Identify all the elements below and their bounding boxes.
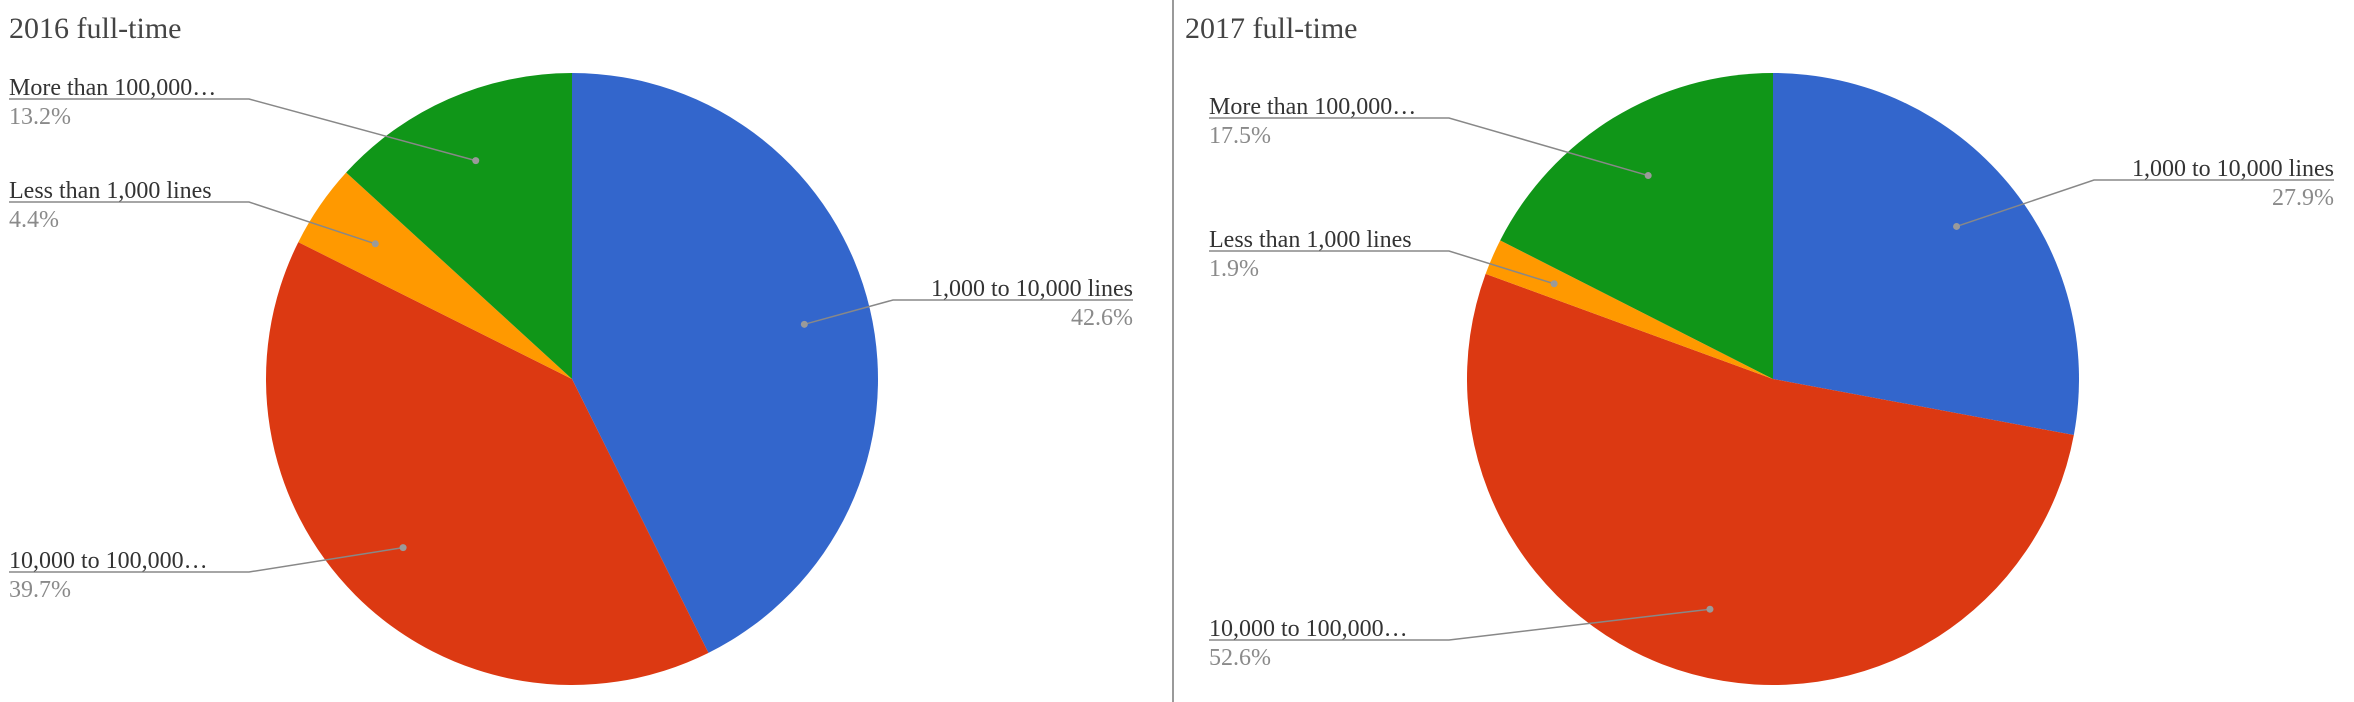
leader-line <box>9 98 476 162</box>
pie-labels: 1,000 to 10,000 lines 42.6% 10,000 to 100,… <box>9 75 1133 603</box>
pie-chart-2016: 2016 full-time 1,000 to 10,000 lines 42.6… <box>0 0 1170 702</box>
pie-svg: 1,000 to 10,000 lines 42.6% 10,000 to 100,… <box>9 73 1133 685</box>
slice-value: 1.9% <box>1209 256 1259 282</box>
leader-dot <box>800 320 808 328</box>
slice-label: Less than 1,000 lines <box>1209 227 1412 253</box>
leader-dot <box>371 240 379 248</box>
pie-labels: 1,000 to 10,000 lines 27.9% 10,000 to 100,… <box>1209 94 2334 671</box>
pie-svg: 1,000 to 10,000 lines 27.9% 10,000 to 100,… <box>1209 73 2334 685</box>
pie-slice-less-than-1-000-lines[interactable] <box>1485 240 1773 379</box>
pie-slice-more-than-100-000[interactable] <box>1500 73 1773 379</box>
slice-label: More than 100,000… <box>1209 94 1416 120</box>
pie-slice-1-000-to-10-000-lines[interactable] <box>572 73 879 653</box>
leader-dot <box>472 157 480 165</box>
leader-line <box>804 299 1133 326</box>
leader-line <box>1209 117 1649 177</box>
slice-value: 17.5% <box>1209 123 1271 149</box>
slice-label: 1,000 to 10,000 lines <box>931 276 1133 302</box>
panel-divider <box>1172 0 1174 702</box>
leader-dot <box>1550 280 1558 288</box>
slice-value: 27.9% <box>2272 185 2334 211</box>
pie-slice-1-000-to-10-000-lines[interactable] <box>1773 73 2079 435</box>
leader-dot <box>399 544 407 552</box>
pie-chart-2017: 2017 full-time 1,000 to 10,000 lines 27.9… <box>1176 0 2346 702</box>
leader-line <box>1956 179 2334 228</box>
pie-slice-10-000-to-100-000[interactable] <box>266 242 709 685</box>
leader-dot <box>1953 222 1961 230</box>
slice-value: 39.7% <box>9 577 71 603</box>
leader-line <box>1209 608 1711 641</box>
chart-title: 2016 full-time <box>9 12 182 45</box>
leader-line <box>1209 250 1555 285</box>
slice-label: 10,000 to 100,000… <box>1209 616 1408 642</box>
leader-dot <box>1644 172 1652 180</box>
slice-value: 13.2% <box>9 104 71 130</box>
slice-value: 4.4% <box>9 207 59 233</box>
pie-slices <box>1467 73 2079 685</box>
slice-value: 52.6% <box>1209 645 1271 671</box>
chart-title: 2017 full-time <box>1185 12 1358 45</box>
pie-slices <box>266 73 879 685</box>
pie-slice-more-than-100-000[interactable] <box>346 73 572 379</box>
pie-slice-less-than-1-000-lines[interactable] <box>298 172 572 379</box>
slice-value: 42.6% <box>1071 305 1133 331</box>
slice-label: Less than 1,000 lines <box>9 178 212 204</box>
leader-dot <box>1706 605 1714 613</box>
pie-slice-10-000-to-100-000[interactable] <box>1467 273 2074 685</box>
leader-line <box>9 546 404 573</box>
slice-label: 10,000 to 100,000… <box>9 548 208 574</box>
slice-label: More than 100,000… <box>9 75 216 101</box>
slice-label: 1,000 to 10,000 lines <box>2132 156 2334 182</box>
leader-line <box>9 201 376 245</box>
